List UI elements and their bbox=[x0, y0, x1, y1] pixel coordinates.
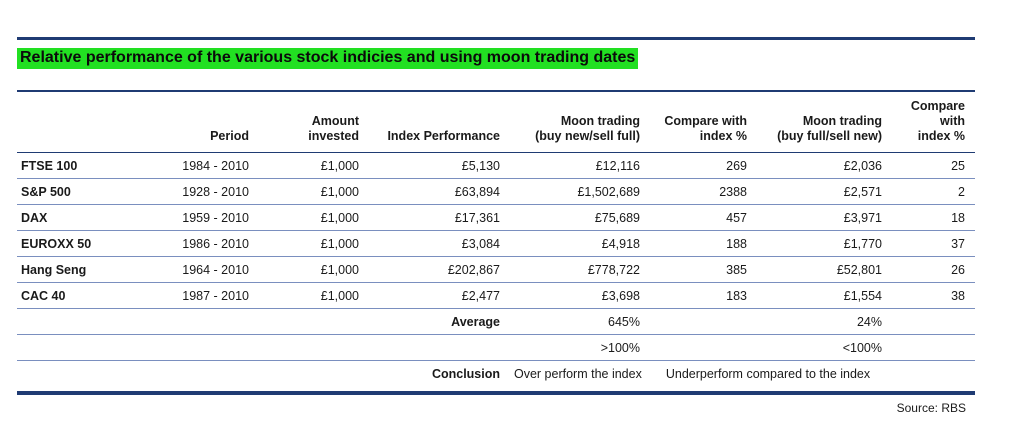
compare2-cell: 37 bbox=[892, 230, 975, 257]
average-label: Average bbox=[369, 308, 510, 335]
empty-cell bbox=[17, 308, 117, 335]
period-cell: 1959 - 2010 bbox=[117, 204, 259, 231]
conclusion-moon2: Underperform compared to the index bbox=[665, 366, 871, 381]
empty-cell bbox=[650, 308, 757, 335]
empty-cell bbox=[17, 361, 117, 387]
table-row: CAC 40 1987 - 2010 £1,000 £2,477 £3,698 … bbox=[17, 282, 975, 309]
performance-cell: £5,130 bbox=[369, 152, 510, 179]
period-cell: 1986 - 2010 bbox=[117, 230, 259, 257]
compare1-cell: 183 bbox=[650, 282, 757, 309]
invested-cell: £1,000 bbox=[259, 256, 369, 283]
index-name: FTSE 100 bbox=[17, 152, 117, 179]
table-row: DAX 1959 - 2010 £1,000 £17,361 £75,689 4… bbox=[17, 204, 975, 231]
compare1-cell: 2388 bbox=[650, 178, 757, 205]
compare2-cell: 26 bbox=[892, 256, 975, 283]
average-row: Average 645% 24% bbox=[17, 308, 975, 335]
header-moon-trading-new-full: Moon trading (buy new/sell full) bbox=[510, 93, 650, 153]
empty-cell bbox=[892, 361, 975, 387]
threshold-moon1: >100% bbox=[510, 334, 650, 361]
moon1-cell: £3,698 bbox=[510, 282, 650, 309]
moon1-cell: £1,502,689 bbox=[510, 178, 650, 205]
conclusion-moon1: Over perform the index bbox=[514, 366, 642, 381]
compare1-cell: 457 bbox=[650, 204, 757, 231]
empty-cell bbox=[892, 308, 975, 335]
header-moon-trading-full-new: Moon trading (buy full/sell new) bbox=[757, 93, 892, 153]
average-moon1: 645% bbox=[510, 308, 650, 335]
index-name: Hang Seng bbox=[17, 256, 117, 283]
empty-cell bbox=[117, 361, 259, 387]
header-amount-invested: Amount invested bbox=[259, 93, 369, 153]
period-cell: 1964 - 2010 bbox=[117, 256, 259, 283]
header-index-performance: Index Performance bbox=[369, 93, 510, 153]
empty-cell bbox=[892, 334, 975, 361]
threshold-moon2: <100% bbox=[757, 334, 892, 361]
conclusion-row: Conclusion Over perform the index Underp… bbox=[17, 361, 975, 387]
header-row: Period Amount invested Index Performance … bbox=[17, 93, 975, 153]
moon2-cell: £2,571 bbox=[757, 178, 892, 205]
invested-cell: £1,000 bbox=[259, 152, 369, 179]
top-rule bbox=[17, 37, 975, 40]
compare2-cell: 18 bbox=[892, 204, 975, 231]
bottom-rule bbox=[17, 391, 975, 395]
moon2-cell: £2,036 bbox=[757, 152, 892, 179]
performance-table: Period Amount invested Index Performance … bbox=[17, 93, 975, 386]
moon1-cell: £778,722 bbox=[510, 256, 650, 283]
moon2-cell: £1,554 bbox=[757, 282, 892, 309]
compare2-cell: 38 bbox=[892, 282, 975, 309]
table-row: S&P 500 1928 - 2010 £1,000 £63,894 £1,50… bbox=[17, 178, 975, 205]
compare1-cell: 269 bbox=[650, 152, 757, 179]
empty-cell bbox=[117, 334, 259, 361]
table-row: FTSE 100 1984 - 2010 £1,000 £5,130 £12,1… bbox=[17, 152, 975, 179]
invested-cell: £1,000 bbox=[259, 204, 369, 231]
empty-cell bbox=[259, 308, 369, 335]
empty-cell bbox=[259, 361, 369, 387]
threshold-row: >100% <100% bbox=[17, 334, 975, 361]
performance-cell: £2,477 bbox=[369, 282, 510, 309]
invested-cell: £1,000 bbox=[259, 230, 369, 257]
compare2-cell: 25 bbox=[892, 152, 975, 179]
performance-cell: £63,894 bbox=[369, 178, 510, 205]
empty-cell bbox=[117, 308, 259, 335]
table-row: EUROXX 50 1986 - 2010 £1,000 £3,084 £4,9… bbox=[17, 230, 975, 257]
performance-cell: £202,867 bbox=[369, 256, 510, 283]
moon1-cell: £4,918 bbox=[510, 230, 650, 257]
index-name: EUROXX 50 bbox=[17, 230, 117, 257]
performance-cell: £17,361 bbox=[369, 204, 510, 231]
header-compare-1: Compare with index % bbox=[650, 93, 757, 153]
compare1-cell: 385 bbox=[650, 256, 757, 283]
index-name: DAX bbox=[17, 204, 117, 231]
conclusion-label: Conclusion bbox=[431, 366, 500, 381]
moon2-cell: £3,971 bbox=[757, 204, 892, 231]
empty-cell bbox=[17, 334, 117, 361]
index-name: CAC 40 bbox=[17, 282, 117, 309]
empty-cell bbox=[369, 334, 510, 361]
invested-cell: £1,000 bbox=[259, 282, 369, 309]
performance-cell: £3,084 bbox=[369, 230, 510, 257]
table-top-rule bbox=[17, 90, 975, 92]
empty-cell bbox=[650, 334, 757, 361]
header-compare-2: Compare with index % bbox=[892, 93, 975, 153]
moon2-cell: £1,770 bbox=[757, 230, 892, 257]
moon1-cell: £12,116 bbox=[510, 152, 650, 179]
moon2-cell: £52,801 bbox=[757, 256, 892, 283]
invested-cell: £1,000 bbox=[259, 178, 369, 205]
average-moon2: 24% bbox=[757, 308, 892, 335]
source-note: Source: RBS bbox=[896, 401, 966, 415]
header-period: Period bbox=[117, 93, 259, 153]
page-title: Relative performance of the various stoc… bbox=[17, 48, 639, 69]
period-cell: 1984 - 2010 bbox=[117, 152, 259, 179]
compare1-cell: 188 bbox=[650, 230, 757, 257]
period-cell: 1987 - 2010 bbox=[117, 282, 259, 309]
compare2-cell: 2 bbox=[892, 178, 975, 205]
moon1-cell: £75,689 bbox=[510, 204, 650, 231]
header-index bbox=[17, 93, 117, 153]
index-name: S&P 500 bbox=[17, 178, 117, 205]
empty-cell bbox=[259, 334, 369, 361]
period-cell: 1928 - 2010 bbox=[117, 178, 259, 205]
table-row: Hang Seng 1964 - 2010 £1,000 £202,867 £7… bbox=[17, 256, 975, 283]
